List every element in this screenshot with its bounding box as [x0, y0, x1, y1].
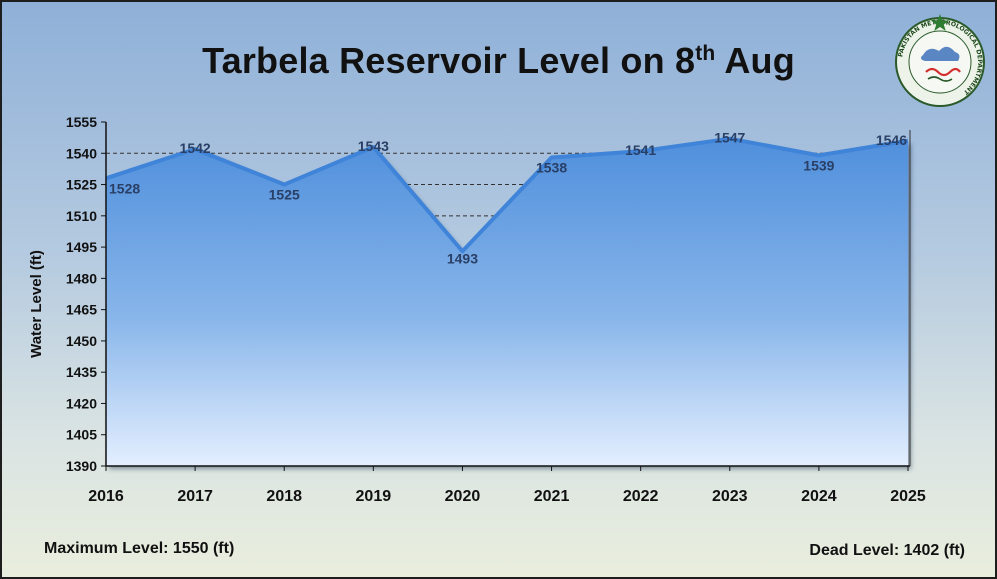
chart-title: Tarbela Reservoir Level on 8th Aug [2, 40, 995, 82]
data-label-2016: 1528 [109, 180, 140, 196]
y-tick-label-1525: 1525 [66, 177, 97, 193]
data-label-2019: 1543 [358, 138, 389, 154]
x-tick-label-2024: 2024 [801, 488, 837, 505]
data-label-2021: 1538 [536, 159, 567, 175]
data-label-2020: 1493 [447, 250, 478, 266]
data-label-2022: 1541 [625, 142, 656, 158]
logo-cloud-icon [920, 46, 960, 61]
x-tick-label-2019: 2019 [356, 488, 392, 505]
axis-layer: 1390 1405 1420 1435 1450 1465 1480 1495 1510 1525… [28, 114, 926, 505]
y-tick-label-1495: 1495 [66, 239, 97, 255]
data-label-2018: 1525 [269, 187, 300, 203]
y-tick-label-1480: 1480 [66, 270, 97, 286]
data-label-2025: 1546 [876, 132, 907, 148]
x-tick-label-2016: 2016 [88, 488, 124, 505]
dead-level-note: Dead Level: 1402 (ft) [809, 542, 965, 559]
y-tick-label-1450: 1450 [66, 333, 97, 349]
y-tick-label-1435: 1435 [66, 364, 97, 380]
pmd-logo: PAKISTAN METEOROLOGICAL DEPARTMENT [895, 14, 985, 107]
x-tick-label-2021: 2021 [534, 488, 570, 505]
area-layer [105, 136, 909, 467]
y-tick-label-1465: 1465 [66, 302, 97, 318]
y-axis-title: Water Level (ft) [28, 250, 45, 358]
x-tick-label-2017: 2017 [177, 488, 213, 505]
chart-title-superscript: th [695, 42, 716, 65]
label-layer: 1528 1542 1525 1543 1493 1538 1541 1547 1539 1546 [109, 130, 907, 267]
y-tick-label-1555: 1555 [66, 114, 97, 130]
x-tick-label-2018: 2018 [266, 488, 302, 505]
y-tick-label-1405: 1405 [66, 427, 97, 443]
x-tick-label-2023: 2023 [712, 488, 748, 505]
maximum-level-note: Maximum Level: 1550 (ft) [44, 540, 235, 557]
x-tick-label-2025: 2025 [890, 488, 926, 505]
logo-inner-ring [908, 30, 972, 94]
x-tick-label-2020: 2020 [445, 488, 481, 505]
chart-title-main: Tarbela Reservoir Level on 8 [202, 40, 696, 81]
series-area [106, 138, 908, 467]
y-tick-label-1540: 1540 [66, 145, 97, 161]
y-tick-label-1390: 1390 [66, 458, 97, 474]
x-tick-label-2022: 2022 [623, 488, 659, 505]
logo-wave2-icon [927, 76, 953, 82]
logo-star-icon [931, 14, 949, 31]
data-label-2024: 1539 [803, 157, 834, 173]
y-tick-label-1510: 1510 [66, 208, 97, 224]
chart-title-end: Aug [715, 40, 795, 81]
logo-wave-icon [925, 67, 961, 77]
data-label-2017: 1542 [180, 140, 211, 156]
data-label-2023: 1547 [714, 130, 745, 146]
series-line [105, 136, 909, 254]
y-tick-label-1420: 1420 [66, 395, 97, 411]
